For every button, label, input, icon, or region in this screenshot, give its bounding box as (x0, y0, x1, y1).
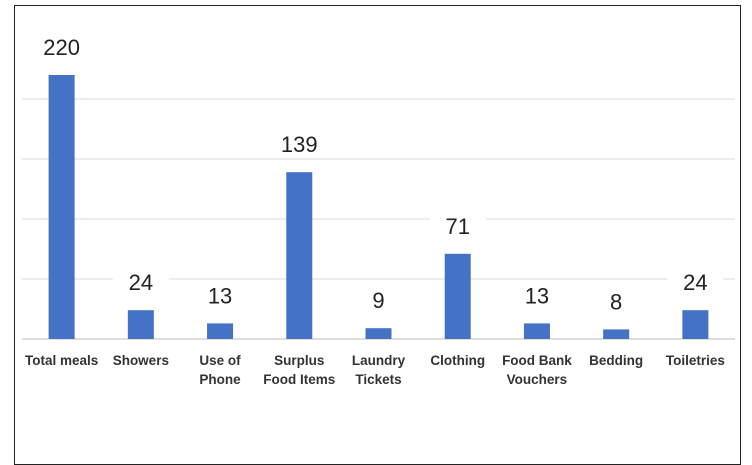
value-label: 139 (281, 132, 318, 157)
value-label: 24 (129, 270, 153, 295)
bar (48, 75, 75, 339)
x-tick-label: Total meals (24, 353, 99, 368)
label-bg (350, 286, 407, 315)
screen: 220 24 13 139 9 71 13 8 24 Total meals Showers Use… (14, 5, 741, 465)
x-tick-label: Laundry Tickets (351, 353, 406, 387)
x-tick-label: Use of Phone (199, 353, 241, 387)
bar (523, 323, 550, 339)
label-bg (588, 287, 645, 316)
label-bg (33, 33, 90, 61)
x-tick-label: Toiletries (665, 353, 725, 368)
label-bg (271, 130, 328, 159)
value-label: 24 (683, 270, 707, 295)
label-bg (112, 268, 169, 297)
value-label: 220 (43, 35, 80, 60)
bar (682, 310, 709, 339)
value-label: 13 (525, 283, 549, 308)
value-label: 71 (445, 214, 469, 239)
chart: 220 24 13 139 9 71 13 8 24 (22, 33, 735, 340)
bar (207, 323, 234, 339)
x-tick-label: Surplus Food Items (263, 353, 336, 387)
value-label: 13 (208, 283, 232, 308)
x-tick-label: Clothing (430, 353, 486, 368)
label-bg (429, 211, 486, 240)
x-tick-label: Showers (112, 353, 169, 368)
label-bg (192, 281, 249, 310)
label-bg (508, 281, 565, 310)
bar (603, 329, 630, 339)
label-bg (667, 268, 724, 297)
bar (286, 172, 313, 339)
x-tick-label: Bedding (589, 353, 644, 368)
bar (365, 328, 392, 339)
x-tick-label: Food Bank Vouchers (502, 353, 572, 387)
value-label: 9 (372, 288, 384, 313)
value-label: 8 (610, 289, 622, 314)
bar (127, 310, 154, 339)
bar (444, 253, 471, 339)
